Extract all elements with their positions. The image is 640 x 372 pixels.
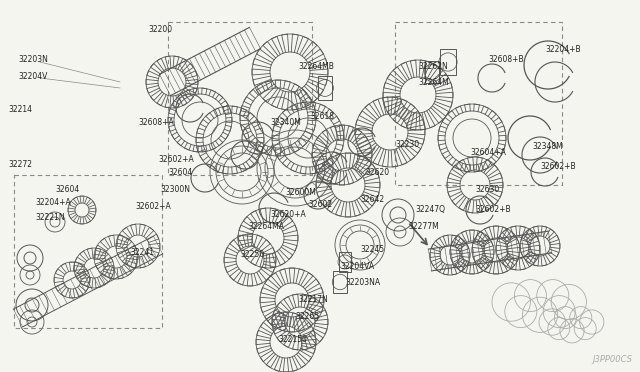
- Text: 32262N: 32262N: [418, 62, 448, 71]
- Text: 32204+A: 32204+A: [35, 198, 71, 207]
- Text: 32204VA: 32204VA: [340, 262, 374, 271]
- Text: 32608+A: 32608+A: [138, 118, 173, 127]
- Text: 32602: 32602: [308, 200, 332, 209]
- Text: 32604+A: 32604+A: [470, 148, 506, 157]
- Text: 32300N: 32300N: [160, 185, 190, 194]
- Text: 32600M: 32600M: [285, 188, 316, 197]
- Text: 32618: 32618: [310, 112, 334, 121]
- Text: 32602+A: 32602+A: [135, 202, 171, 211]
- Text: 32264MA: 32264MA: [248, 222, 284, 231]
- Text: 32221N: 32221N: [35, 213, 65, 222]
- Text: 32204+B: 32204+B: [545, 45, 580, 54]
- Text: 32340M: 32340M: [270, 118, 301, 127]
- Text: 32264M: 32264M: [418, 78, 449, 87]
- Text: 32608+B: 32608+B: [488, 55, 524, 64]
- Text: 32247Q: 32247Q: [415, 205, 445, 214]
- Text: 32642: 32642: [360, 195, 384, 204]
- Text: 32203N: 32203N: [18, 55, 48, 64]
- Text: 32204V: 32204V: [18, 72, 47, 81]
- Text: 32200: 32200: [148, 25, 172, 34]
- Text: 32604: 32604: [168, 168, 192, 177]
- Text: 32217N: 32217N: [298, 295, 328, 304]
- Text: 32630: 32630: [475, 185, 499, 194]
- Text: 32620: 32620: [365, 168, 389, 177]
- Text: 32264MB: 32264MB: [298, 62, 334, 71]
- Text: 32214: 32214: [8, 105, 32, 114]
- Text: 32230: 32230: [395, 140, 419, 149]
- Text: 32241: 32241: [130, 248, 154, 257]
- Text: 32620+A: 32620+A: [270, 210, 306, 219]
- Text: 32602+A: 32602+A: [158, 155, 194, 164]
- Text: 32277M: 32277M: [408, 222, 439, 231]
- Text: 32265: 32265: [295, 312, 319, 321]
- Text: 32203NA: 32203NA: [345, 278, 380, 287]
- Text: 322150: 322150: [278, 335, 307, 344]
- Text: 32245: 32245: [360, 245, 384, 254]
- Text: 32348M: 32348M: [532, 142, 563, 151]
- Text: 32272: 32272: [8, 160, 32, 169]
- Text: 32602+B: 32602+B: [540, 162, 575, 171]
- Text: 32250: 32250: [240, 250, 264, 259]
- Text: 32604: 32604: [55, 185, 79, 194]
- Text: 32602+B: 32602+B: [475, 205, 511, 214]
- Text: J3PP00CS: J3PP00CS: [592, 355, 632, 364]
